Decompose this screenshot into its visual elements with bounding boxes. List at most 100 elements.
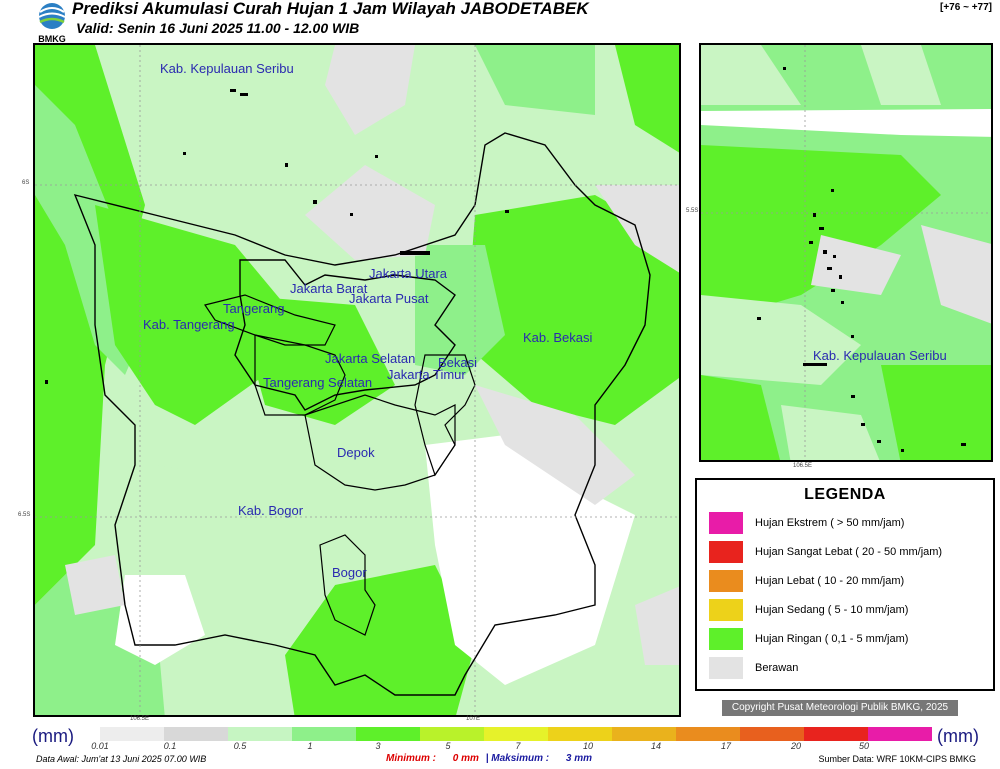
scale-tick: 20 — [790, 741, 802, 751]
tangerang-boundary — [204, 294, 336, 346]
scale-segment — [612, 727, 676, 741]
legend-swatch-ekstrem — [709, 512, 743, 534]
inset-cloudy-band — [701, 109, 991, 137]
inset-cloudy-east — [921, 225, 991, 324]
rain-area-bekasi-2 — [415, 245, 505, 375]
inset-light-sw — [701, 295, 861, 385]
page-title: Prediksi Akumulasi Curah Hujan 1 Jam Wil… — [72, 0, 589, 18]
legend-label-sangat-lebat: Hujan Sangat Lebat ( 20 - 50 mm/jam) — [755, 546, 943, 558]
scale-segment — [292, 727, 356, 741]
scale-segment — [868, 727, 932, 741]
cloudy-area-southwest-2 — [65, 555, 125, 615]
rain-area-bogor — [285, 565, 475, 715]
max-value: 3 mm — [565, 753, 592, 764]
lon-label-107e: 107E — [466, 716, 481, 722]
label-tangerang-selatan: Tangerang Selatan — [263, 375, 372, 390]
inset-label-kepulauan-seribu: Kab. Kepulauan Seribu — [813, 348, 947, 363]
legend-label-berawan: Berawan — [755, 662, 799, 674]
cloudy-area-east — [595, 185, 679, 273]
jabodetabek-boundary — [73, 132, 651, 696]
scale-segment — [164, 727, 228, 741]
unit-label-right: (mm) — [937, 726, 979, 746]
main-map[interactable]: Kab. Kepulauan Seribu Jakarta Utara Jaka… — [33, 43, 681, 717]
legend-item-sedang: Hujan Sedang ( 5 - 10 mm/jam) — [709, 599, 908, 621]
legend-label-ekstrem: Hujan Ekstrem ( > 50 mm/jam) — [755, 517, 905, 529]
scale-tick: 14 — [650, 741, 662, 751]
min-max-readout: Minimum : 0 mm | Maksimum : 3 mm — [386, 753, 592, 764]
label-tangerang: Tangerang — [223, 301, 284, 316]
label-bogor: Bogor — [332, 565, 367, 580]
logo-text: BMKG — [38, 34, 66, 44]
scale-segment — [676, 727, 740, 741]
inset-light-nw — [701, 45, 801, 105]
copyright-notice: Copyright Pusat Meteorologi Publik BMKG,… — [722, 700, 958, 716]
label-depok: Depok — [337, 445, 375, 460]
scale-tick: 3 — [375, 741, 381, 751]
legend-label-ringan: Hujan Ringan ( 0,1 - 5 mm/jam) — [755, 633, 909, 645]
legend-title: LEGENDA — [804, 486, 886, 503]
min-value: 0 mm — [452, 753, 479, 764]
bekasi-boundary — [414, 354, 476, 477]
legend-label-sedang: Hujan Sedang ( 5 - 10 mm/jam) — [755, 604, 909, 616]
label-kepulauan-seribu: Kab. Kepulauan Seribu — [160, 61, 294, 76]
cloudy-area-corner — [635, 586, 679, 665]
scale-segment — [484, 727, 548, 741]
scale-segment — [548, 727, 612, 741]
label-jakarta-utara: Jakarta Utara — [369, 266, 448, 281]
label-kab-bogor: Kab. Bogor — [238, 503, 304, 518]
inset-islands — [757, 67, 966, 452]
scale-segment — [420, 727, 484, 741]
scale-segment — [740, 727, 804, 741]
lat-label-6s: 6S — [22, 180, 30, 186]
legend-swatch-ringan — [709, 628, 743, 650]
label-jakarta-pusat: Jakarta Pusat — [349, 291, 429, 306]
min-label: Minimum : — [386, 753, 436, 764]
tangerang-selatan-boundary — [254, 334, 346, 416]
legend-item-ekstrem: Hujan Ekstrem ( > 50 mm/jam) — [709, 512, 904, 534]
unit-label-left: (mm) — [32, 726, 74, 746]
label-kab-tangerang: Kab. Tangerang — [143, 317, 235, 332]
scale-tick: 10 — [582, 741, 594, 751]
scale-tick: 0.1 — [163, 741, 177, 751]
label-jakarta-barat: Jakarta Barat — [290, 281, 368, 296]
label-jakarta-timur: Jakarta Timur — [387, 367, 466, 382]
rain-area-northeast — [615, 45, 679, 153]
inset-lat-label: 5.5S — [686, 208, 699, 214]
rain-area-tangerang — [95, 205, 285, 425]
label-jakarta-selatan: Jakarta Selatan — [325, 351, 415, 366]
legend-item-lebat: Hujan Lebat ( 10 - 20 mm/jam) — [709, 570, 904, 592]
scale-tick: 5 — [445, 741, 451, 751]
bogor-boundary — [319, 534, 376, 636]
inset-light-s — [781, 405, 880, 460]
valid-period: Valid: Senin 16 Juni 2025 11.00 - 12.00 … — [76, 20, 360, 36]
legend-item-berawan: Berawan — [709, 657, 798, 679]
color-scale-bar — [100, 727, 932, 741]
scale-segment — [100, 727, 164, 741]
lon-label-106-5e: 106.5E — [130, 716, 150, 722]
inset-light-n — [861, 45, 941, 105]
scale-segment — [356, 727, 420, 741]
inset-map[interactable]: Kab. Kepulauan Seribu — [699, 43, 993, 462]
jakarta-boundary — [234, 259, 456, 411]
scale-tick: 0.01 — [91, 741, 109, 751]
rain-area-jakarta — [235, 295, 395, 425]
islands — [45, 89, 509, 384]
scale-segment — [228, 727, 292, 741]
scale-tick: 17 — [720, 741, 732, 751]
forecast-hour-code: [+76 ~ +77] — [940, 2, 992, 13]
inset-cloudy-center — [811, 235, 901, 295]
data-awal: Data Awal: Jum'at 13 Juni 2025 07.00 WIB — [36, 754, 207, 764]
bmkg-logo: BMKG — [34, 2, 70, 44]
rain-area-bekasi — [465, 195, 679, 425]
legend-item-ringan: Hujan Ringan ( 0,1 - 5 mm/jam) — [709, 628, 908, 650]
rain-area-north-2 — [475, 45, 595, 115]
label-kab-bekasi: Kab. Bekasi — [523, 330, 592, 345]
legend-item-sangat-lebat: Hujan Sangat Lebat ( 20 - 50 mm/jam) — [709, 541, 942, 563]
legend-swatch-berawan — [709, 657, 743, 679]
legend-box: LEGENDA Hujan Ekstrem ( > 50 mm/jam) Huj… — [695, 478, 995, 691]
scale-tick: 50 — [858, 741, 870, 751]
cloudy-area-bay — [305, 165, 435, 260]
scale-tick: 7 — [515, 741, 521, 751]
legend-swatch-lebat — [709, 570, 743, 592]
inset-rain-sw — [701, 375, 780, 460]
